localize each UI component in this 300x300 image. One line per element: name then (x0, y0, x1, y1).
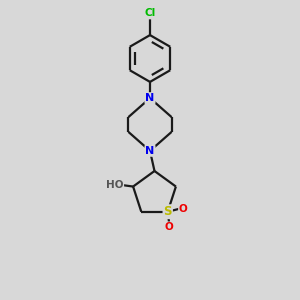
Text: S: S (164, 205, 172, 218)
Text: N: N (146, 146, 154, 156)
Text: HO: HO (106, 180, 123, 190)
Text: O: O (165, 222, 174, 232)
Text: O: O (179, 204, 188, 214)
Text: N: N (146, 93, 154, 103)
Text: Cl: Cl (144, 8, 156, 19)
